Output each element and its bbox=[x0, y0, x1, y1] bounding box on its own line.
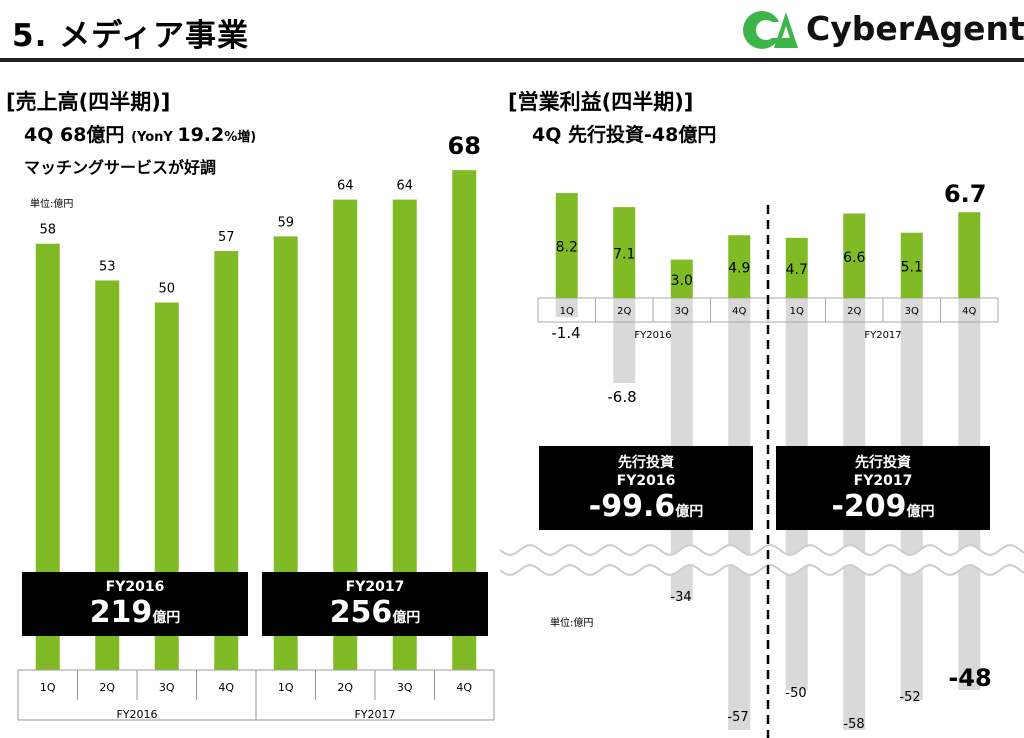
page-title: 5. メディア事業 bbox=[12, 18, 249, 54]
title-divider bbox=[0, 58, 1024, 62]
box-unit: 億円 bbox=[906, 504, 935, 520]
profit-data-label: 5.1 bbox=[901, 259, 923, 275]
box-label-year: FY2017 bbox=[853, 473, 913, 489]
investment-data-label: -6.8 bbox=[607, 388, 636, 406]
box-label: 先行投資 bbox=[855, 455, 911, 471]
revenue-group-label: FY2017 bbox=[354, 708, 395, 721]
axis-break-line bbox=[500, 564, 1024, 576]
investment-data-label: -34 bbox=[670, 590, 691, 605]
investment-data-label: -48 bbox=[948, 664, 991, 692]
profit-unit-label: 単位:億円 bbox=[550, 618, 594, 629]
box-value: 219 bbox=[89, 595, 153, 630]
revenue-total-fy2016: FY2016 219億円 bbox=[22, 572, 248, 636]
revenue-tick-label: 3Q bbox=[159, 681, 175, 694]
logo-text: CyberAgent bbox=[806, 9, 1024, 48]
revenue-total-fy2017: FY2017 256億円 bbox=[262, 572, 488, 636]
profit-bar bbox=[670, 259, 693, 298]
profit-data-label: 7.1 bbox=[613, 247, 635, 263]
revenue-tick-label: 4Q bbox=[456, 681, 472, 694]
revenue-group-label: FY2016 bbox=[116, 708, 157, 721]
revenue-subheading: 4Q 68億円 (YonY 19.2%増) bbox=[24, 124, 257, 146]
profit-tick-label: 2Q bbox=[617, 306, 631, 317]
profit-group-label: FY2016 bbox=[634, 330, 671, 341]
axis-break-line bbox=[500, 544, 1024, 556]
profit-group-label: FY2017 bbox=[864, 330, 901, 341]
box-value: -209 bbox=[831, 489, 907, 524]
profit-heading: [営業利益(四半期)] bbox=[508, 90, 694, 114]
revenue-data-label: 53 bbox=[99, 259, 116, 274]
revenue-tick-label: 3Q bbox=[397, 681, 413, 694]
profit-bar bbox=[900, 232, 923, 298]
profit-data-label: 6.7 bbox=[944, 180, 987, 208]
profit-tick-label: 4Q bbox=[962, 306, 976, 317]
profit-bar bbox=[555, 193, 578, 298]
investment-data-label: -58 bbox=[843, 717, 864, 732]
box-unit: 億円 bbox=[152, 610, 181, 626]
revenue-tick-label: 4Q bbox=[218, 681, 234, 694]
investment-total-fy2017: 先行投資 FY2017 -209億円 bbox=[776, 446, 990, 530]
box-unit: 億円 bbox=[392, 610, 421, 626]
revenue-tick-label: 2Q bbox=[99, 681, 115, 694]
revenue-data-label: 58 bbox=[39, 223, 56, 238]
revenue-data-label: 50 bbox=[158, 282, 175, 297]
profit-data-label: 4.7 bbox=[786, 262, 808, 278]
cyberagent-logo: CyberAgent bbox=[740, 8, 1024, 52]
profit-bar bbox=[843, 213, 866, 298]
investment-data-label: -50 bbox=[785, 686, 806, 701]
investment-data-label: -1.4 bbox=[551, 324, 580, 342]
profit-bar bbox=[785, 237, 808, 298]
revenue-data-label: 57 bbox=[218, 230, 235, 245]
profit-tick-label: 4Q bbox=[732, 306, 746, 317]
profit-tick-label: 3Q bbox=[675, 306, 689, 317]
box-value: -99.6 bbox=[588, 489, 676, 524]
revenue-tick-label: 1Q bbox=[40, 681, 56, 694]
revenue-data-label: 64 bbox=[337, 179, 354, 194]
investment-bar bbox=[613, 298, 636, 383]
revenue-tick-label: 2Q bbox=[337, 681, 353, 694]
profit-bar bbox=[728, 235, 751, 298]
profit-tick-label: 1Q bbox=[560, 306, 574, 317]
profit-tick-label: 1Q bbox=[790, 306, 804, 317]
box-label: FY2016 bbox=[105, 579, 165, 595]
revenue-tick-label: 1Q bbox=[278, 681, 294, 694]
revenue-heading: [売上高(四半期)] bbox=[6, 90, 171, 114]
axis-break-band bbox=[500, 545, 1024, 575]
profit-data-label: 3.0 bbox=[671, 273, 693, 289]
investment-data-label: -52 bbox=[899, 690, 920, 705]
profit-data-label: 4.9 bbox=[728, 261, 750, 277]
box-label: 先行投資 bbox=[618, 455, 674, 471]
profit-bar bbox=[613, 207, 636, 298]
box-label-year: FY2016 bbox=[616, 473, 676, 489]
profit-subheading: 4Q 先行投資-48億円 bbox=[532, 124, 717, 146]
box-label: FY2017 bbox=[345, 579, 405, 595]
investment-data-label: -57 bbox=[727, 710, 748, 725]
revenue-data-label: 64 bbox=[396, 179, 413, 194]
box-value: 256 bbox=[329, 595, 393, 630]
profit-data-label: 6.6 bbox=[843, 250, 865, 266]
revenue-note: マッチングサービスが好調 bbox=[24, 158, 217, 177]
investment-bar bbox=[555, 298, 578, 317]
box-unit: 億円 bbox=[675, 504, 704, 520]
ca-logo-icon bbox=[743, 11, 798, 49]
profit-data-label: 8.2 bbox=[556, 240, 578, 256]
revenue-unit-label: 単位:億円 bbox=[30, 199, 74, 210]
profit-bar bbox=[958, 212, 981, 298]
profit-tick-label: 2Q bbox=[847, 306, 861, 317]
revenue-data-label: 59 bbox=[277, 215, 294, 230]
revenue-data-label: 68 bbox=[448, 132, 481, 160]
operating-profit-chart: 1Q 2Q 3Q 4Q 1Q 2Q 3Q 4Q FY2016 FY2017 8.2 7.1 3.0 4.9… bbox=[500, 180, 1024, 738]
investment-total-fy2016: 先行投資 FY2016 -99.6億円 bbox=[539, 446, 753, 530]
profit-tick-label: 3Q bbox=[905, 306, 919, 317]
